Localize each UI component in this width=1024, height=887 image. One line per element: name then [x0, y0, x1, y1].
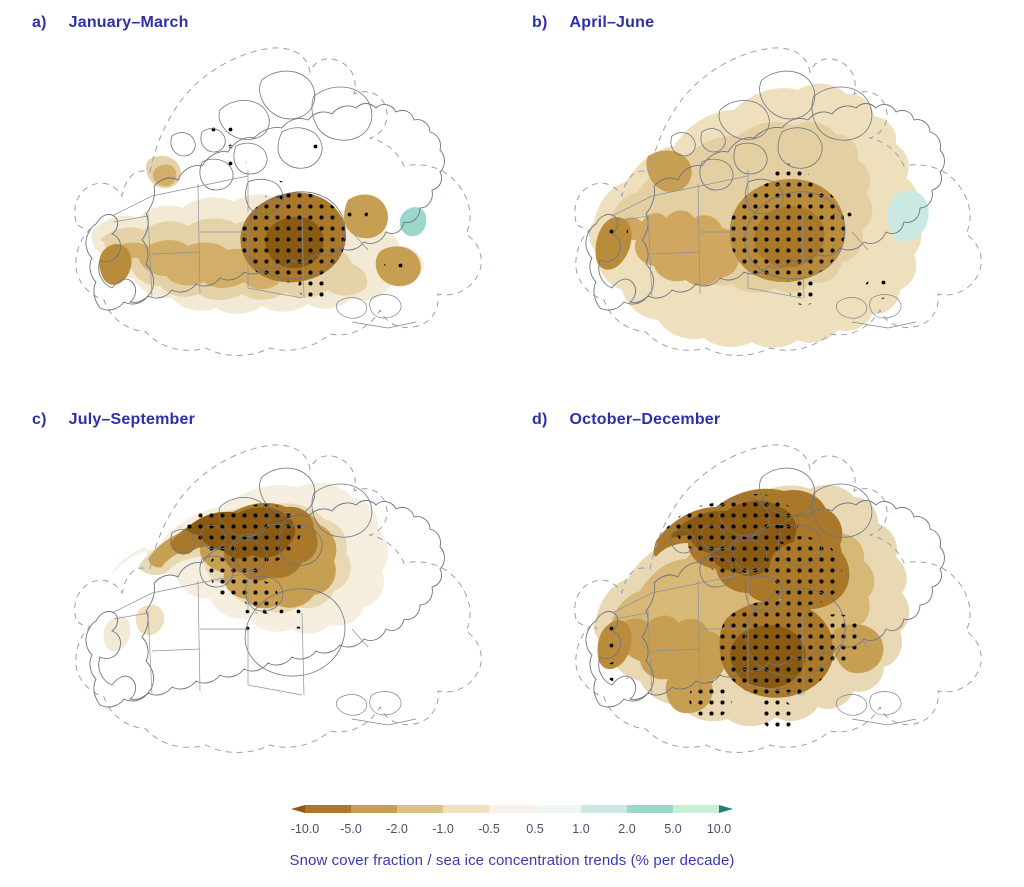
panel-label-a: January–March	[68, 14, 189, 31]
colorbar-tick-labels: -10.0 -5.0 -2.0 -1.0 -0.5 0.5 1.0 2.0 5.0 10.0	[291, 822, 733, 844]
map-panel-oct-dec	[552, 433, 992, 773]
colorbar-tick-5: 0.5	[526, 822, 544, 836]
map-panel-jan-mar	[52, 36, 492, 376]
panel-letter-b: b)	[532, 14, 548, 31]
map-panel-apr-jun	[552, 36, 992, 376]
colorbar-tick-7: 2.0	[618, 822, 636, 836]
colorbar-segment	[397, 805, 444, 813]
colorbar-extend-high	[719, 805, 733, 813]
colorbar-tick-0: -10.0	[290, 822, 320, 836]
panel-title-d: d) October–December	[532, 411, 720, 429]
panel-letter-d: d)	[532, 411, 548, 428]
colorbar-tick-1: -5.0	[340, 822, 362, 836]
colorbar-extend-low	[291, 805, 305, 813]
colorbar-segment	[489, 805, 536, 813]
panel-label-d: October–December	[569, 411, 721, 428]
colorbar-tick-2: -2.0	[386, 822, 408, 836]
colorbar-legend: -10.0 -5.0 -2.0 -1.0 -0.5 0.5 1.0 2.0 5.0 10.0 Sn…	[0, 798, 1024, 869]
colorbar-segment	[581, 805, 628, 813]
colorbar-segment	[351, 805, 398, 813]
colorbar-segment	[305, 805, 352, 813]
colorbar-tick-9: 10.0	[706, 822, 732, 836]
colorbar-segment	[443, 805, 490, 813]
colorbar-segment	[535, 805, 582, 813]
panel-label-c: July–September	[68, 411, 196, 428]
great-lakes	[335, 691, 417, 726]
map-panel-jul-sep	[52, 433, 492, 773]
colorbar-segment-group	[291, 805, 733, 813]
colorbar-tick-8: 5.0	[664, 822, 682, 836]
colorbar-segment	[673, 805, 720, 813]
panel-letter-c: c)	[32, 411, 47, 428]
colorbar-swatches	[291, 798, 733, 820]
panel-title-a: a) January–March	[32, 14, 189, 32]
colorbar-tick-3: -1.0	[432, 822, 454, 836]
panel-title-b: b) April–June	[532, 14, 654, 32]
colorbar-segment	[627, 805, 674, 813]
colorbar-tick-4: -0.5	[478, 822, 500, 836]
panel-title-c: c) July–September	[32, 411, 195, 429]
colorbar-tick-6: 1.0	[572, 822, 590, 836]
panel-label-b: April–June	[569, 14, 655, 31]
panel-letter-a: a)	[32, 14, 47, 31]
colorbar-caption: Snow cover fraction / sea ice concentrat…	[289, 852, 735, 869]
